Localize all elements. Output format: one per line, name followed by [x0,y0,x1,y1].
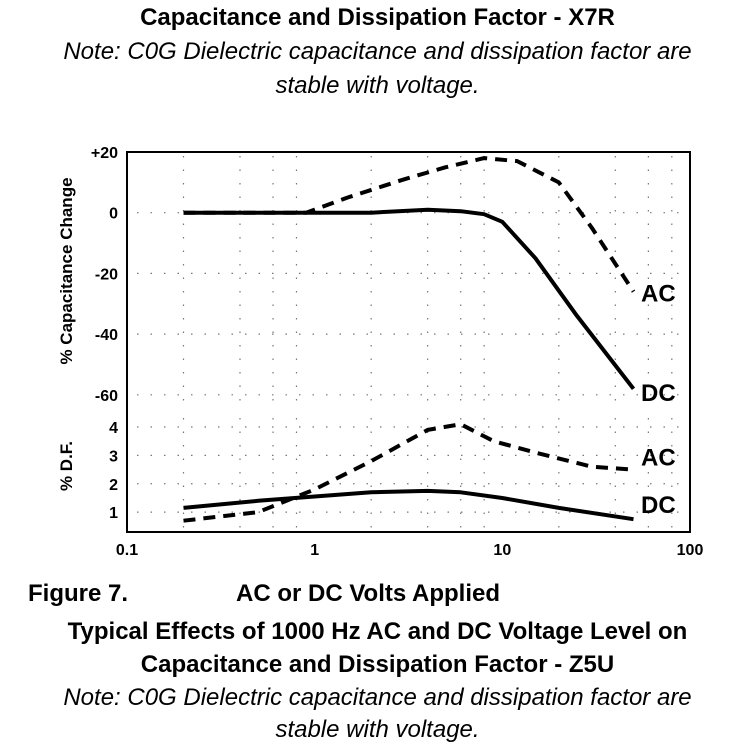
caption-line-2: Capacitance and Dissipation Factor - Z5U [140,651,615,678]
capacitance-dc-label: DC [641,380,676,407]
series [183,156,636,523]
x-tick-label: 100 [677,542,704,559]
dissipation-factor-dc-label: DC [641,492,676,519]
y-tick-label: -60 [95,388,118,405]
dissipation-factor-ac-line [183,422,634,523]
top-note-line-2: stable with voltage. [275,72,480,99]
figure-caption: AC or DC Volts Applied [236,580,500,607]
page-title: Capacitance and Dissipation Factor - X7R [140,4,615,31]
y-tick-label: 4 [109,420,118,437]
bottom-note-line-2: stable with voltage. [275,716,480,743]
capacitance-ac-label: AC [641,281,676,308]
top-note-line-1: Note: C0G Dielectric capacitance and dis… [63,38,692,65]
plot-frame [126,151,691,533]
df-y-axis-label: % D.F. [57,441,76,491]
y-tick-label: +20 [91,145,118,162]
capacitance-dc-line [183,207,636,391]
dissipation-factor-ac-label: AC [641,445,676,472]
x-tick-label: 1 [310,542,319,559]
y-tick-label: 3 [109,448,118,465]
tick-labels: +20 0 -20 -40 -60 AC DC 4 3 2 1 0.1 1 10 100 AC DC [91,145,704,559]
y-tick-label: 2 [109,477,118,494]
dissipation-factor-dc-line [183,488,634,522]
cap-y-axis-label: % Capacitance Change [57,177,76,364]
y-tick-label: 1 [109,505,118,522]
bottom-note-line-1: Note: C0G Dielectric capacitance and dis… [63,684,692,711]
grid [137,151,684,528]
y-tick-label: -40 [95,327,118,344]
capacitance-ac-line [183,156,636,293]
y-tick-label: 0 [109,206,118,223]
x-tick-label: 10 [493,542,511,559]
caption-line-1: Typical Effects of 1000 Hz AC and DC Vol… [67,618,688,645]
figure-label: Figure 7. [28,580,129,607]
x-tick-label: 0.1 [116,542,138,559]
y-tick-label: -20 [95,266,118,283]
